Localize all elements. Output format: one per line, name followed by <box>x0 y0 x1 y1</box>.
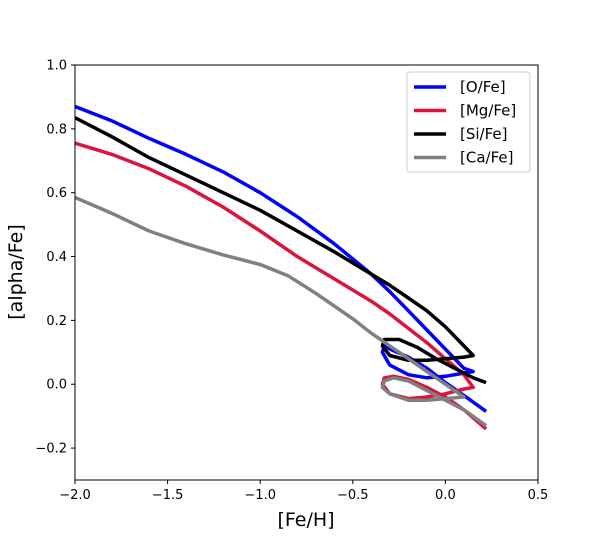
x-tick-label: −2.0 <box>59 488 91 503</box>
legend-label-sife: [Si/Fe] <box>460 125 507 143</box>
legend-label-cafe: [Ca/Fe] <box>460 149 513 167</box>
x-axis-title: [Fe/H] <box>277 509 334 531</box>
y-tick-label: 0.8 <box>46 122 67 137</box>
series-layer <box>75 104 488 431</box>
legend-label-mgfe: [Mg/Fe] <box>460 102 516 120</box>
y-axis-title: [alpha/Fe] <box>5 224 27 319</box>
legend-label-ofe: [O/Fe] <box>460 78 506 96</box>
plot-frame <box>74 64 539 481</box>
y-axis-ticks: −0.2 0.0 0.2 0.4 0.6 0.8 1.0 <box>35 59 75 457</box>
x-tick-label: 0.0 <box>435 488 456 503</box>
x-tick-label: −0.5 <box>337 488 369 503</box>
y-tick-label: 0.6 <box>46 186 67 201</box>
series-line-cafe <box>75 195 488 428</box>
series-line-mgfe <box>75 141 488 431</box>
x-tick-label: −1.5 <box>152 488 184 503</box>
x-tick-label: 0.5 <box>528 488 549 503</box>
y-tick-label: 1.0 <box>46 59 67 74</box>
y-tick-label: 0.0 <box>46 378 67 393</box>
y-tick-label: 0.2 <box>46 314 67 329</box>
x-axis-ticks: −2.0 −1.5 −1.0 −0.5 0.0 0.5 <box>59 480 548 503</box>
series-line-sife <box>75 116 487 385</box>
y-tick-label: 0.4 <box>46 250 67 265</box>
y-tick-label: −0.2 <box>35 442 67 457</box>
legend: [O/Fe] [Mg/Fe] [Si/Fe] [Ca/Fe] <box>406 71 531 173</box>
legend-box <box>406 71 531 173</box>
x-tick-label: −1.0 <box>244 488 276 503</box>
